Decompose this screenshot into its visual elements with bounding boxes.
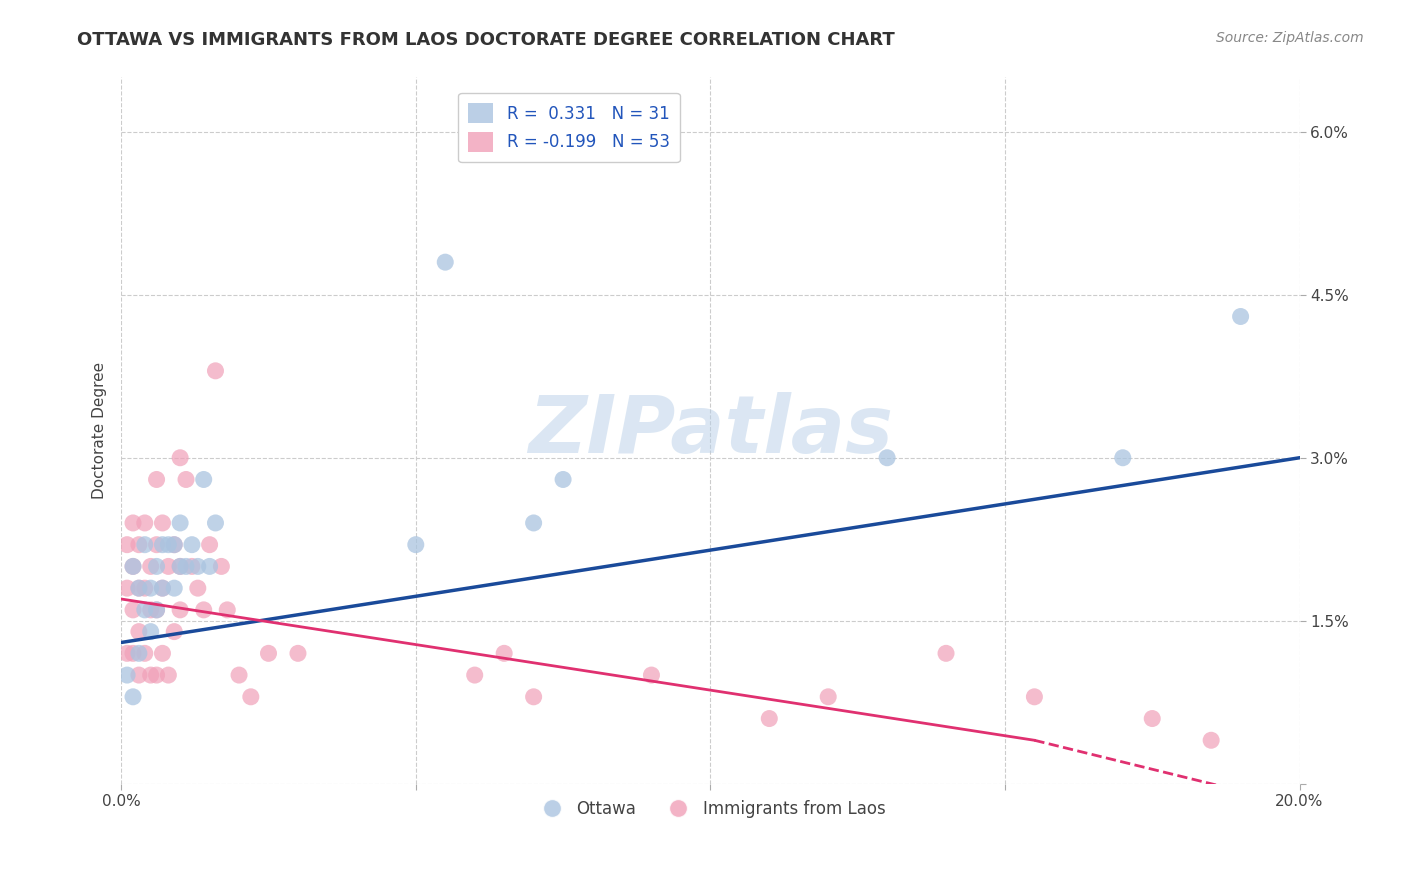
Y-axis label: Doctorate Degree: Doctorate Degree [93, 362, 107, 500]
Point [174, 473, 197, 487]
Point [169, 516, 191, 530]
Point [163, 581, 186, 595]
Point [180, 559, 202, 574]
Point [1112, 450, 1135, 465]
Text: OTTAWA VS IMMIGRANTS FROM LAOS DOCTORATE DEGREE CORRELATION CHART: OTTAWA VS IMMIGRANTS FROM LAOS DOCTORATE… [77, 31, 896, 49]
Point [169, 603, 191, 617]
Point [145, 473, 167, 487]
Point [134, 603, 156, 617]
Point [217, 603, 239, 617]
Point [228, 668, 250, 682]
Point [139, 559, 162, 574]
Point [128, 624, 150, 639]
Point [405, 538, 427, 552]
Point [198, 538, 221, 552]
Text: Source: ZipAtlas.com: Source: ZipAtlas.com [1216, 31, 1364, 45]
Point [152, 646, 174, 660]
Point [134, 538, 156, 552]
Point [122, 603, 145, 617]
Point [187, 559, 209, 574]
Point [134, 516, 156, 530]
Point [145, 603, 167, 617]
Point [239, 690, 262, 704]
Point [152, 581, 174, 595]
Point [134, 581, 156, 595]
Point [128, 581, 150, 595]
Point [1229, 310, 1251, 324]
Point [209, 559, 232, 574]
Point [257, 646, 280, 660]
Point [494, 646, 516, 660]
Point [1142, 712, 1164, 726]
Point [640, 668, 662, 682]
Point [169, 559, 191, 574]
Point [169, 450, 191, 465]
Point [122, 690, 145, 704]
Point [523, 690, 546, 704]
Point [180, 538, 202, 552]
Point [163, 538, 186, 552]
Point [758, 712, 780, 726]
Point [139, 624, 162, 639]
Point [128, 646, 150, 660]
Point [115, 646, 138, 660]
Point [139, 603, 162, 617]
Point [115, 538, 138, 552]
Point [169, 559, 191, 574]
Point [157, 538, 180, 552]
Text: ZIPatlas: ZIPatlas [527, 392, 893, 469]
Point [1024, 690, 1046, 704]
Point [115, 581, 138, 595]
Point [145, 603, 167, 617]
Point [145, 559, 167, 574]
Point [935, 646, 957, 660]
Point [523, 516, 546, 530]
Point [204, 364, 226, 378]
Point [128, 668, 150, 682]
Point [193, 473, 215, 487]
Point [157, 559, 180, 574]
Point [139, 581, 162, 595]
Point [464, 668, 486, 682]
Point [287, 646, 309, 660]
Point [128, 538, 150, 552]
Point [139, 668, 162, 682]
Point [122, 559, 145, 574]
Point [174, 559, 197, 574]
Point [134, 646, 156, 660]
Point [551, 473, 574, 487]
Point [157, 668, 180, 682]
Point [187, 581, 209, 595]
Point [115, 668, 138, 682]
Point [876, 450, 898, 465]
Point [145, 538, 167, 552]
Point [152, 516, 174, 530]
Point [152, 581, 174, 595]
Point [1199, 733, 1222, 747]
Point [122, 559, 145, 574]
Point [163, 538, 186, 552]
Point [122, 516, 145, 530]
Point [434, 255, 457, 269]
Point [198, 559, 221, 574]
Point [163, 624, 186, 639]
Point [152, 538, 174, 552]
Point [122, 646, 145, 660]
Point [145, 668, 167, 682]
Legend: Ottawa, Immigrants from Laos: Ottawa, Immigrants from Laos [529, 794, 893, 825]
Point [204, 516, 226, 530]
Point [193, 603, 215, 617]
Point [128, 581, 150, 595]
Point [817, 690, 839, 704]
